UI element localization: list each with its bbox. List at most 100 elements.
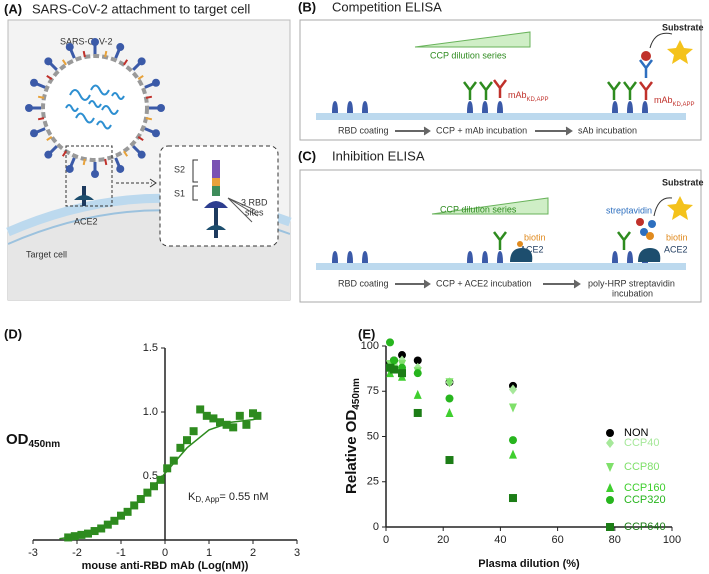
decoration-path (431, 197, 549, 215)
rbd (497, 251, 503, 263)
x-tick-label: 20 (437, 534, 449, 546)
rna-coil (90, 84, 110, 96)
spike-head (44, 150, 53, 159)
membrane-protein (137, 74, 144, 80)
marker-square (222, 420, 231, 429)
decoration-path (149, 178, 157, 188)
x-tick-label: 0 (162, 547, 168, 559)
marker-square (508, 494, 517, 503)
rbd (642, 101, 648, 113)
step-label: RBD coating (338, 125, 389, 135)
decoration-path (423, 279, 581, 289)
membrane-protein (61, 59, 67, 66)
panel-title: Inhibition ELISA (332, 148, 425, 163)
decoration-rect (316, 263, 686, 270)
rbd (467, 101, 473, 113)
legend-marker (606, 523, 614, 531)
x-tick-label: -2 (72, 547, 82, 559)
rbd (612, 251, 618, 263)
rbd-label: sites (245, 207, 264, 217)
ace2-label: ACE2 (520, 244, 544, 254)
marker-square (253, 411, 262, 420)
rbd (627, 101, 633, 113)
reaction-arrow (653, 197, 673, 217)
mab-text: mAb (654, 95, 673, 105)
legend-label: CCP80 (624, 461, 659, 473)
decoration-path (206, 225, 226, 230)
spike-head (137, 150, 146, 159)
fit-line (59, 417, 258, 540)
decoration-rect (212, 160, 220, 178)
marker-circle (413, 356, 422, 365)
antibody (639, 81, 653, 100)
decoration-circle (41, 54, 149, 162)
decoration-g (65, 84, 125, 130)
panel-title: Competition ELISA (332, 0, 442, 14)
substrate-star (667, 40, 693, 64)
decoration-rect (65, 145, 113, 207)
y-tick-label: 100 (361, 340, 379, 352)
marker-triangle (445, 407, 454, 417)
decoration-rect (299, 169, 702, 303)
biotin-label: biotin (666, 232, 688, 242)
rna-coil (65, 104, 79, 112)
y-tick-label: 25 (367, 476, 379, 488)
x-tick-label: -1 (116, 547, 126, 559)
rbd (612, 101, 618, 113)
decoration-rect (316, 113, 686, 120)
rna-coil (101, 105, 119, 115)
legend-label: CCP40 (624, 437, 659, 449)
marker-circle (390, 356, 399, 365)
marker-triangle (508, 449, 517, 459)
y-tick-label: 50 (367, 430, 379, 442)
annotation-text: = 0.55 nM (219, 491, 268, 503)
spike-head (91, 38, 99, 46)
spike-head (91, 170, 99, 178)
membrane-protein (82, 158, 86, 166)
antibody (493, 79, 507, 98)
membrane-protein (37, 117, 45, 121)
y-tick-label: 75 (367, 385, 379, 397)
marker-square (235, 411, 244, 420)
cell-label: Target cell (26, 249, 67, 259)
antibody (493, 231, 507, 250)
membrane-protein (104, 50, 108, 58)
mab-text: mAb (508, 90, 527, 100)
marker-circle (508, 436, 517, 445)
marker-circle (386, 338, 395, 347)
marker-square (202, 411, 211, 420)
spike-head (151, 129, 160, 138)
biotin-dot (517, 241, 523, 247)
marker-diamond (508, 384, 517, 395)
x-tick-label: 100 (663, 534, 681, 546)
decoration-path (192, 159, 198, 201)
rbd (347, 101, 353, 113)
panel-label: (E) (358, 326, 375, 341)
antibody (607, 81, 621, 100)
marker-square (390, 365, 399, 374)
x-axis-label: mouse anti-RBD mAb (Log(nM)) (82, 560, 249, 572)
streptavidin-hrp (648, 220, 656, 228)
legend-marker (606, 463, 614, 472)
streptavidin-hrp (646, 232, 654, 240)
x-tick-label: 80 (609, 534, 621, 546)
panel-label: (D) (4, 326, 22, 341)
membrane-protein (123, 59, 129, 66)
antibody (479, 81, 493, 100)
rna-coil (96, 120, 112, 130)
marker-square (249, 409, 257, 418)
marker-triangle-down (508, 403, 517, 413)
spike-head (65, 164, 74, 173)
legend-label: CCP160 (624, 482, 666, 494)
membrane-protein (61, 150, 67, 157)
hrp (641, 51, 651, 61)
marker-square (398, 369, 407, 378)
y-tick-label: 0 (373, 521, 379, 533)
spike-head (116, 43, 125, 52)
rbd (332, 101, 338, 113)
x-tick-label: 2 (250, 547, 256, 559)
x-tick-label: 1 (206, 547, 212, 559)
legend-marker (606, 438, 614, 448)
